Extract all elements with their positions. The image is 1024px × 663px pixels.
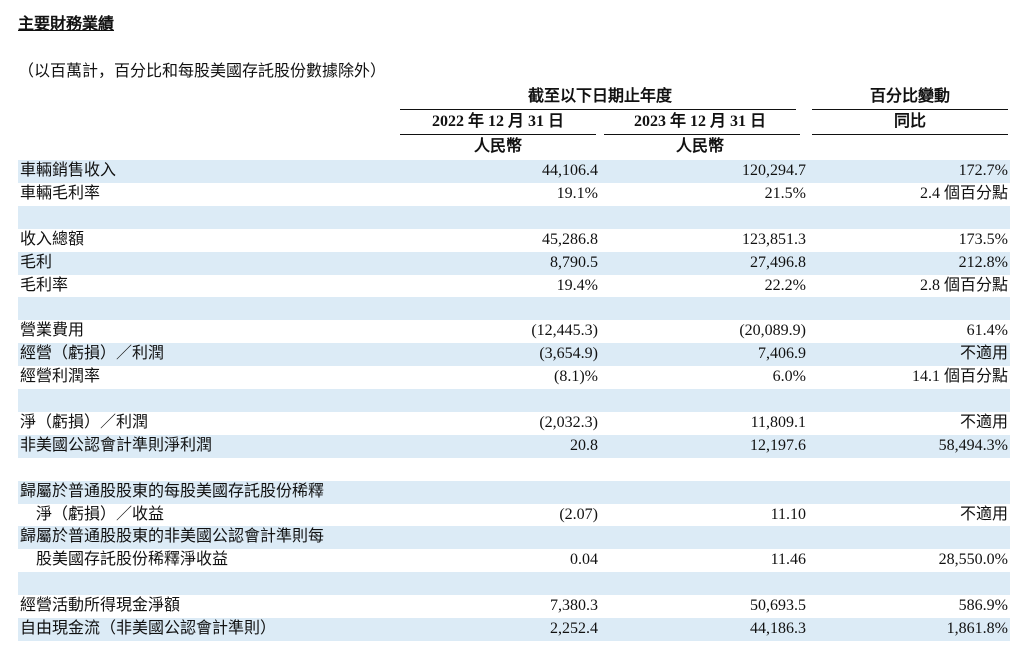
cell-value: 11,809.1 bbox=[750, 413, 806, 431]
row-band bbox=[18, 572, 1010, 596]
cell-value: 45,286.8 bbox=[542, 230, 598, 248]
cell-value: 172.7% bbox=[958, 162, 1008, 179]
cell-value: 不適用 bbox=[959, 345, 1008, 363]
row-label: 經營活動所得現金淨額 bbox=[20, 597, 181, 615]
row-band bbox=[18, 297, 1010, 321]
column-header: 2023 年 12 月 31 日 bbox=[633, 113, 766, 130]
row-band bbox=[18, 343, 1010, 367]
row-label: 經營（虧損）／利潤 bbox=[20, 345, 165, 363]
cell-value: 44,106.4 bbox=[542, 162, 598, 179]
cell-value: (2.07) bbox=[559, 505, 598, 523]
cell-value: 1,861.8% bbox=[946, 620, 1008, 637]
row-label: 車輛毛利率 bbox=[20, 184, 101, 202]
cell-value: 173.5% bbox=[958, 230, 1008, 248]
column-header: 2022 年 12 月 31 日 bbox=[431, 113, 564, 130]
subtitle: （以百萬計，百分比和每股美國存託股份數據除外） bbox=[18, 63, 387, 80]
cell-value: 2.8 個百分點 bbox=[919, 276, 1008, 294]
cell-value: 22.2% bbox=[764, 276, 806, 294]
cell-value: 20.8 bbox=[570, 436, 598, 454]
currency: 人民幣 bbox=[675, 138, 724, 155]
cell-value: (2,032.3) bbox=[539, 413, 598, 431]
row-band bbox=[18, 480, 1010, 504]
cell-value: 8,790.5 bbox=[550, 253, 598, 271]
row-band bbox=[18, 205, 1010, 229]
row-band bbox=[18, 526, 1010, 550]
cell-value: 44,186.3 bbox=[750, 620, 806, 637]
cell-value: 12,197.6 bbox=[750, 436, 806, 454]
cell-value: 2.4 個百分點 bbox=[919, 184, 1008, 202]
row-label: 淨（虧損）／收益 bbox=[36, 505, 165, 523]
row-band bbox=[18, 160, 1010, 183]
row-label: 毛利 bbox=[20, 253, 53, 271]
cell-value: 586.9% bbox=[958, 597, 1008, 615]
period-header: 截至以下日期止年度 bbox=[527, 88, 672, 105]
row-label: 車輛銷售收入 bbox=[20, 162, 117, 179]
cell-value: (8.1)% bbox=[554, 368, 598, 386]
cell-value: 50,693.5 bbox=[750, 597, 806, 615]
rule bbox=[812, 109, 1008, 110]
row-band bbox=[18, 389, 1010, 412]
cell-value: 11.46 bbox=[770, 551, 806, 569]
cell-value: 27,496.8 bbox=[750, 253, 806, 271]
cell-value: 7,380.3 bbox=[550, 597, 598, 615]
column-header: 同比 bbox=[893, 113, 926, 130]
cell-value: 7,406.9 bbox=[758, 345, 806, 363]
row-label: 歸屬於普通股股東的每股美國存託股份稀釋 bbox=[20, 482, 325, 500]
cell-value: 58,494.3% bbox=[938, 436, 1008, 454]
cell-value: (20,089.9) bbox=[739, 322, 806, 340]
cell-value: 14.1 個百分點 bbox=[911, 368, 1008, 386]
cell-value: 21.5% bbox=[764, 184, 806, 202]
cell-value: 0.04 bbox=[570, 551, 598, 569]
row-label: 收入總額 bbox=[20, 230, 85, 248]
row-band bbox=[18, 251, 1010, 275]
cell-value: 19.1% bbox=[556, 184, 598, 202]
row-label: 淨（虧損）／利潤 bbox=[20, 413, 149, 431]
cell-value: 19.4% bbox=[556, 276, 598, 294]
row-label: 營業費用 bbox=[20, 322, 85, 340]
cell-value: (12,445.3) bbox=[531, 322, 598, 340]
cell-value: 6.0% bbox=[772, 368, 806, 386]
rule bbox=[812, 134, 1008, 135]
cell-value: 不適用 bbox=[959, 505, 1008, 523]
row-band bbox=[18, 618, 1010, 641]
row-label: 毛利率 bbox=[20, 276, 69, 294]
currency: 人民幣 bbox=[473, 138, 522, 155]
rule bbox=[400, 109, 796, 110]
cell-value: 11.10 bbox=[770, 505, 806, 523]
row-label: 非美國公認會計準則淨利潤 bbox=[20, 436, 213, 454]
row-label: 歸屬於普通股股東的非美國公認會計準則每 bbox=[20, 528, 325, 546]
cell-value: 28,550.0% bbox=[938, 551, 1008, 569]
cell-value: 2,252.4 bbox=[550, 620, 598, 637]
rule bbox=[604, 134, 800, 135]
title: 主要財務業績 bbox=[18, 16, 115, 33]
row-label: 自由現金流（非美國公認會計準則） bbox=[20, 620, 277, 637]
change-header: 百分比變動 bbox=[869, 88, 950, 105]
cell-value: 120,294.7 bbox=[742, 162, 806, 179]
cell-value: 不適用 bbox=[959, 413, 1008, 431]
row-band bbox=[18, 434, 1010, 458]
cell-value: 61.4% bbox=[966, 322, 1008, 340]
rule bbox=[400, 134, 596, 135]
cell-value: 123,851.3 bbox=[742, 230, 806, 248]
cell-value: (3,654.9) bbox=[539, 345, 598, 363]
row-label: 經營利潤率 bbox=[20, 368, 101, 386]
row-label: 股美國存託股份稀釋淨收益 bbox=[36, 551, 229, 569]
cell-value: 212.8% bbox=[958, 253, 1008, 271]
